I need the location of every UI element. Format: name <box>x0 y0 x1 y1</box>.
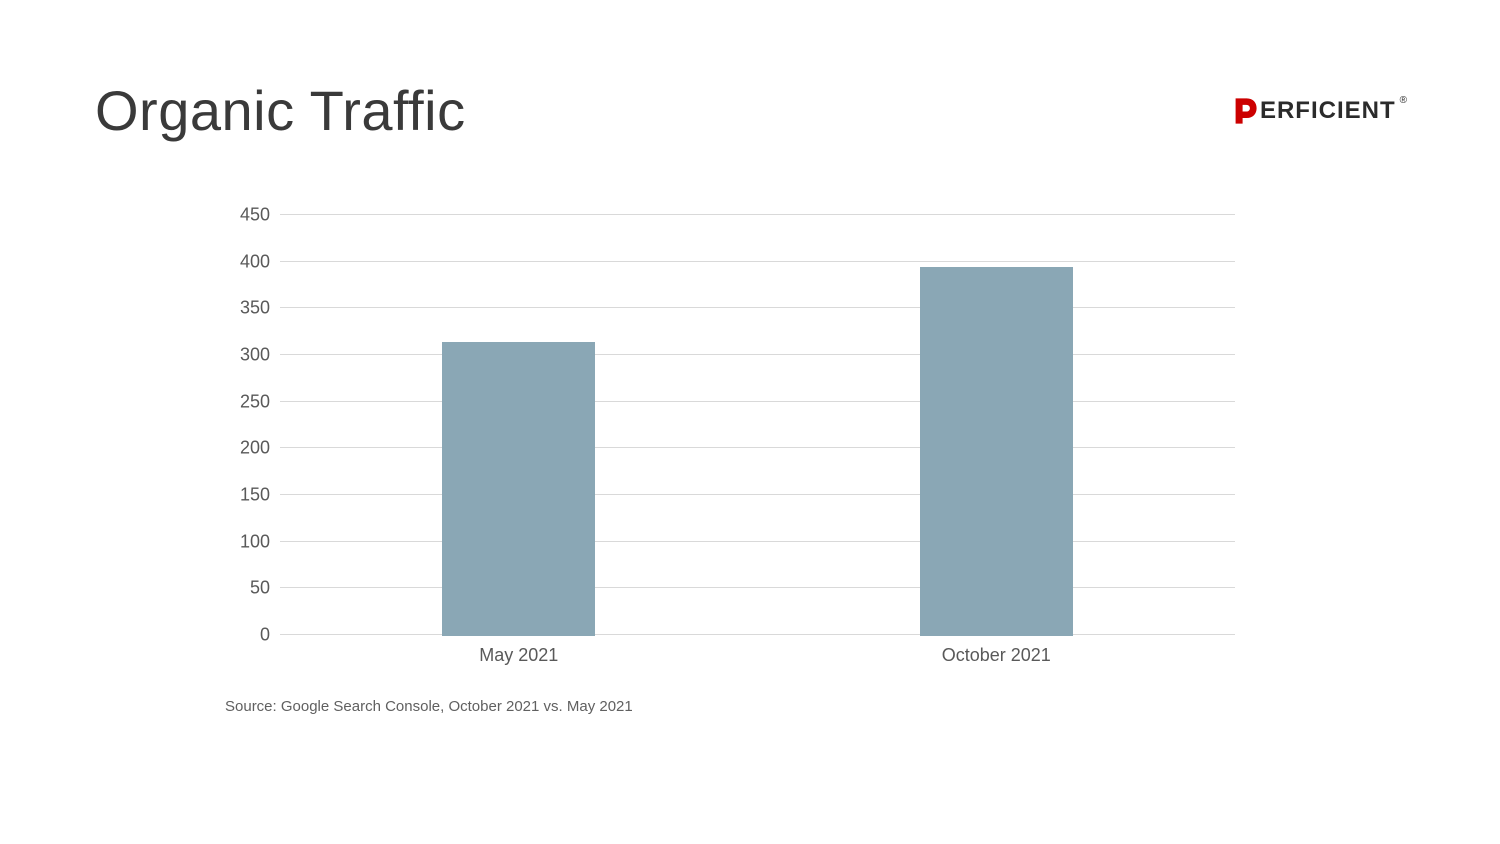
chart-gridline <box>280 541 1235 542</box>
chart-y-tick: 50 <box>225 578 270 599</box>
chart-bar <box>442 342 595 636</box>
chart-y-tick: 400 <box>225 251 270 272</box>
chart-gridline <box>280 447 1235 448</box>
chart-gridline <box>280 634 1235 635</box>
chart-gridline <box>280 354 1235 355</box>
source-note: Source: Google Search Console, October 2… <box>225 698 633 715</box>
chart-x-label: May 2021 <box>479 645 558 666</box>
header: Organic Traffic ERFICIENT ® <box>95 78 1405 143</box>
chart-plot-area: 050100150200250300350400450May 2021Octob… <box>280 215 1235 635</box>
chart-y-tick: 450 <box>225 205 270 226</box>
chart-x-label: October 2021 <box>942 645 1051 666</box>
page-title: Organic Traffic <box>95 78 466 143</box>
chart-gridline <box>280 261 1235 262</box>
chart-gridline <box>280 401 1235 402</box>
chart-bar <box>920 267 1073 636</box>
chart-y-tick: 250 <box>225 391 270 412</box>
chart-y-tick: 150 <box>225 485 270 506</box>
chart-y-tick: 0 <box>225 625 270 646</box>
brand-logo: ERFICIENT ® <box>1230 97 1405 125</box>
brand-logo-text: ERFICIENT <box>1260 97 1396 125</box>
chart-gridline <box>280 214 1235 215</box>
chart-y-tick: 100 <box>225 531 270 552</box>
chart-gridline <box>280 494 1235 495</box>
brand-p-icon <box>1230 97 1258 125</box>
registered-mark-icon: ® <box>1400 95 1407 106</box>
chart-y-tick: 300 <box>225 345 270 366</box>
chart-y-tick: 200 <box>225 438 270 459</box>
chart-gridline <box>280 587 1235 588</box>
chart-y-tick: 350 <box>225 298 270 319</box>
chart-gridline <box>280 307 1235 308</box>
traffic-bar-chart: 050100150200250300350400450May 2021Octob… <box>225 215 1235 635</box>
